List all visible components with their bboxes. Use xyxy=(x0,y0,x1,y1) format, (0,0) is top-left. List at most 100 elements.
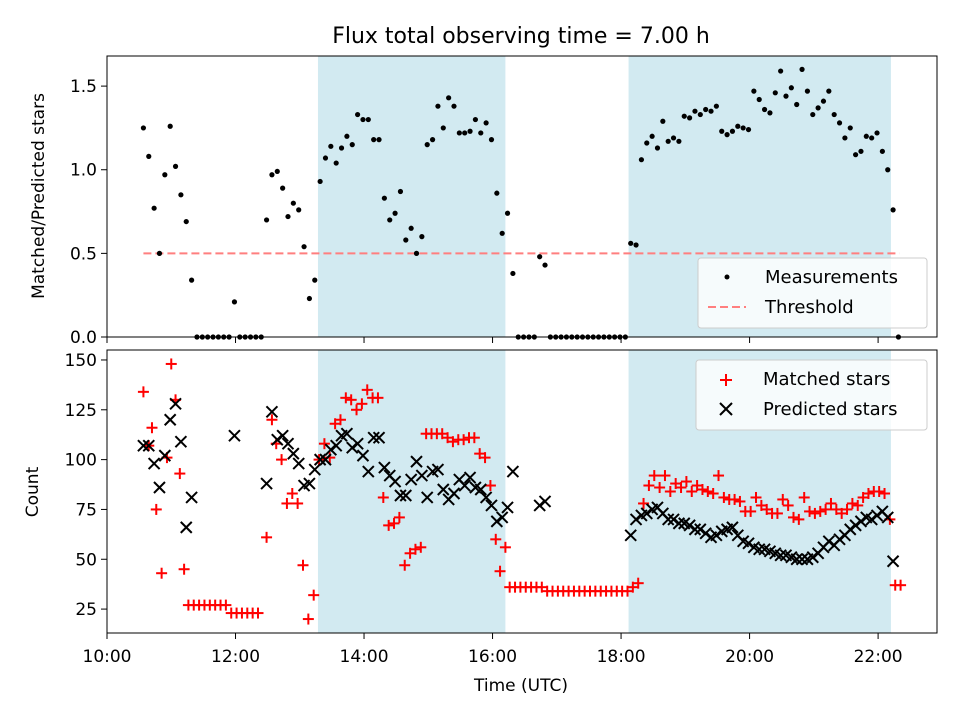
y-tick-label: 125 xyxy=(65,401,97,421)
measurement-point xyxy=(654,145,661,151)
legend-matched-label: Matched stars xyxy=(763,369,890,390)
x-tick-label: 14:00 xyxy=(340,647,389,667)
predicted-star-point xyxy=(774,549,787,562)
measurement-point xyxy=(638,157,645,163)
measurement-point xyxy=(735,123,741,129)
matched-star-point xyxy=(399,559,411,571)
predicted-star-point xyxy=(479,491,493,504)
matched-star-point xyxy=(156,567,168,579)
matched-star-point xyxy=(862,487,874,499)
measurement-point xyxy=(863,133,869,139)
matched-star-point xyxy=(388,517,400,529)
measurement-point xyxy=(338,145,345,151)
measurement-point xyxy=(392,210,398,216)
matched-star-point xyxy=(825,497,837,509)
measurement-point xyxy=(413,250,420,256)
matched-star-point xyxy=(846,497,858,509)
bottom-plot-frame xyxy=(106,349,938,634)
matched-star-point xyxy=(632,577,644,589)
x-tick-label: 12:00 xyxy=(211,647,260,667)
predicted-star-point xyxy=(185,491,198,504)
measurement-point xyxy=(788,85,794,91)
measurement-point xyxy=(836,120,843,126)
matched-star-point xyxy=(648,470,660,482)
measurement-point xyxy=(189,277,195,283)
matched-star-point xyxy=(852,499,864,511)
matched-star-point xyxy=(499,541,511,553)
predicted-star-point xyxy=(388,475,402,488)
measurement-point xyxy=(670,135,677,141)
measurement-point xyxy=(767,110,773,116)
top-plot-frame xyxy=(106,55,938,338)
top-legend-box xyxy=(697,257,928,329)
matched-star-point xyxy=(345,394,357,406)
measurement-point xyxy=(312,277,318,283)
predicted-star-point xyxy=(421,491,434,504)
measurement-point xyxy=(853,152,859,158)
predicted-star-point xyxy=(495,511,509,524)
matched-star-point xyxy=(696,484,708,496)
x-tick-label: 20:00 xyxy=(725,647,774,667)
matched-star-point xyxy=(377,491,389,503)
x-axis-label: Time (UTC) xyxy=(473,676,568,696)
matched-star-point xyxy=(814,505,826,517)
matched-star-point xyxy=(266,414,278,426)
measurement-point xyxy=(708,108,714,114)
bottom-legend-box xyxy=(695,359,928,431)
predicted-star-point xyxy=(624,529,637,542)
bottom-panel: 25 50 75 100 125 150 10:00 12:00 14:00 16:00 18:0… xyxy=(23,349,938,696)
y-tick-label: 50 xyxy=(75,550,97,570)
matched-star-point xyxy=(286,487,298,499)
matched-star-point xyxy=(252,607,264,619)
matched-star-point xyxy=(782,499,794,511)
measurement-point xyxy=(745,126,752,133)
bottom-legend: Matched stars Predicted stars xyxy=(695,359,928,431)
predicted-star-point xyxy=(415,469,429,482)
measurement-point xyxy=(456,130,462,136)
predicted-star-point xyxy=(661,513,675,526)
matched-star-point xyxy=(281,497,293,509)
chart-title: Flux total observing time = 7.00 h xyxy=(332,24,710,49)
measurement-point xyxy=(462,130,468,136)
legend-matched-marker xyxy=(720,374,732,386)
measurement-point xyxy=(269,172,275,178)
predicted-star-point xyxy=(795,553,809,566)
predicted-star-point xyxy=(158,449,172,462)
measurement-point xyxy=(719,128,725,134)
predicted-star-point xyxy=(265,405,279,418)
predicted-star-point xyxy=(458,479,471,492)
y-tick-label: 0.0 xyxy=(70,328,97,348)
measurement-point xyxy=(285,213,291,220)
bottom-y-ticks: 25 50 75 100 125 150 xyxy=(65,351,107,620)
matched-star-point xyxy=(447,436,459,448)
matched-star-point xyxy=(292,497,304,509)
measurement-point xyxy=(344,133,350,139)
x-tick-label: 10:00 xyxy=(83,647,132,667)
measurement-point xyxy=(488,137,495,143)
measurement-point xyxy=(435,103,441,109)
matched-star-point xyxy=(308,589,320,601)
predicted-star-point xyxy=(886,555,900,568)
matched-star-point xyxy=(713,470,725,482)
measurement-point xyxy=(499,230,505,236)
measurement-point xyxy=(879,148,885,154)
bottom-y-axis-label: Count xyxy=(23,466,43,517)
measurement-point xyxy=(665,138,671,144)
matched-star-point xyxy=(137,386,149,398)
predicted-star-point xyxy=(474,483,487,496)
measurement-point xyxy=(146,153,152,159)
measurement-point xyxy=(713,103,719,109)
measurement-point xyxy=(799,66,805,72)
measurement-point xyxy=(494,190,500,196)
matched-star-point xyxy=(643,480,655,492)
measurement-point xyxy=(328,143,334,149)
measurement-point xyxy=(783,93,789,99)
measurement-point xyxy=(290,200,296,206)
matched-star-point xyxy=(409,543,421,555)
matched-star-point xyxy=(150,503,162,515)
matched-star-point xyxy=(351,404,363,416)
measurement-point xyxy=(644,140,650,146)
measurement-point xyxy=(874,130,880,136)
predicted-star-point xyxy=(688,523,702,536)
